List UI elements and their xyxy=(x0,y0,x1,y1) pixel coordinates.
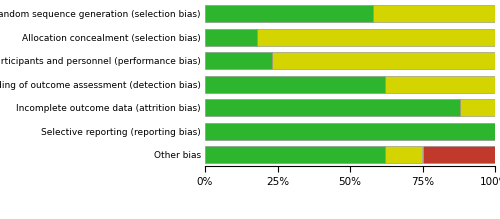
Bar xyxy=(460,99,495,116)
Bar xyxy=(205,76,385,93)
Bar xyxy=(205,5,373,22)
Bar xyxy=(205,99,460,116)
Bar xyxy=(205,52,272,69)
Bar xyxy=(205,29,257,46)
Bar xyxy=(385,146,422,163)
Bar xyxy=(272,52,495,69)
Bar xyxy=(385,76,495,93)
Bar xyxy=(205,123,495,140)
Bar xyxy=(422,146,495,163)
Bar xyxy=(257,29,495,46)
Bar xyxy=(373,5,495,22)
Bar xyxy=(205,146,385,163)
